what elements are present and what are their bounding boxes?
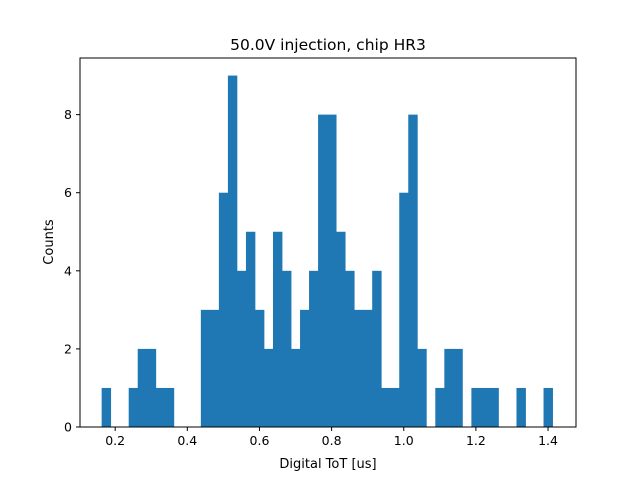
x-tick-label: 0.8	[322, 433, 342, 448]
histogram-bar	[399, 192, 409, 427]
x-tick-label: 1.4	[538, 433, 558, 448]
x-axis-label: Digital ToT [us]	[279, 457, 376, 472]
histogram-bar	[390, 387, 400, 427]
y-tick-label: 2	[64, 341, 72, 356]
y-tick-label: 4	[64, 263, 72, 278]
histogram-bar	[417, 348, 427, 427]
histogram-bar	[164, 387, 175, 427]
histogram-bar	[435, 387, 445, 427]
histogram-bar	[218, 192, 229, 427]
histogram-bar	[236, 270, 247, 427]
histogram-bar	[408, 114, 418, 427]
x-tick-label: 0.4	[177, 433, 197, 448]
histogram-bar	[318, 114, 328, 427]
x-axis-ticks: 0.2 0.4 0.6 0.8 1.0 1.2 1.4	[105, 427, 558, 448]
histogram-bar	[381, 387, 391, 427]
x-tick-label: 0.2	[105, 433, 125, 448]
histogram-bar	[309, 270, 319, 427]
histogram-bar	[345, 270, 355, 427]
x-tick-label: 1.0	[394, 433, 414, 448]
histogram-bar	[516, 387, 526, 427]
y-tick-label: 8	[64, 107, 72, 122]
histogram-bar	[471, 387, 481, 427]
x-tick-label: 0.6	[250, 433, 270, 448]
y-tick-label: 0	[64, 420, 72, 435]
histogram-bar	[444, 348, 454, 427]
histogram-bar	[137, 348, 148, 427]
histogram-bar	[453, 348, 463, 427]
histogram-bar	[363, 309, 373, 427]
plot-frame	[79, 57, 577, 428]
histogram-bars	[101, 75, 553, 428]
histogram-bar	[209, 309, 220, 427]
y-axis-ticks: 0 2 4 6 8	[64, 107, 80, 435]
histogram-bar	[489, 387, 499, 427]
histogram-bar	[254, 309, 265, 427]
histogram-bar	[291, 348, 301, 427]
y-tick-label: 6	[64, 185, 72, 200]
histogram-bar	[480, 387, 490, 427]
histogram-bar	[263, 348, 274, 427]
histogram-bar	[354, 309, 364, 427]
histogram-bar	[227, 75, 238, 428]
histogram-bar	[146, 348, 157, 427]
histogram-bar	[282, 270, 292, 427]
histogram-bar	[543, 387, 553, 427]
histogram-bar	[245, 231, 256, 427]
histogram-bar	[300, 309, 310, 427]
histogram-bar	[155, 387, 166, 427]
histogram-bar	[336, 231, 346, 427]
y-axis-label: Counts	[42, 219, 57, 265]
histogram-bar	[128, 387, 139, 427]
histogram-bar	[200, 309, 211, 427]
histogram-bar	[101, 387, 112, 427]
histogram-bar	[372, 270, 382, 427]
x-tick-label: 1.2	[466, 433, 486, 448]
histogram-bar	[327, 114, 337, 427]
histogram-bar	[272, 231, 283, 427]
chart-title: 50.0V injection, chip HR3	[230, 36, 426, 54]
